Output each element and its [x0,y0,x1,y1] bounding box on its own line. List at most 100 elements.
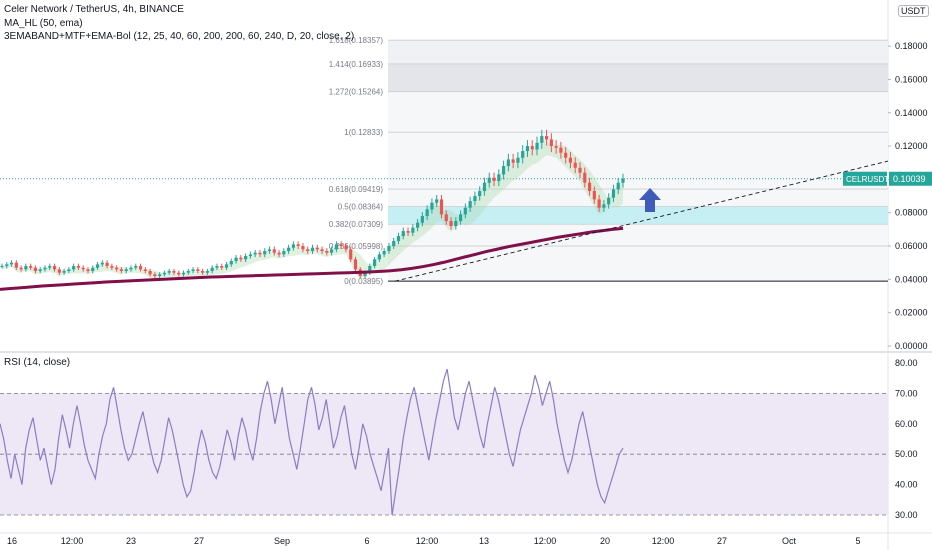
candle-body [368,266,372,273]
candle-body [134,266,138,268]
candle-body [334,244,338,250]
candle-body [411,227,415,233]
candle-body [444,214,448,222]
candle-body [487,177,491,183]
candle-body [201,271,205,273]
time-tick-label-9: 20 [600,536,610,546]
candle-body [339,244,343,247]
candle-body [210,267,214,272]
candle-body [277,252,281,255]
price-tick-label-9: 0.00000 [895,341,928,351]
candle-body [377,254,381,260]
price-tick-label-5: 0.08000 [895,208,928,218]
candle-body [554,146,558,148]
price-tick-label-0: 0.18000 [895,41,928,51]
candle-body [458,214,463,222]
candle-body [621,178,625,183]
candle-body [344,246,348,250]
currency-badge[interactable]: USDT [898,5,929,17]
candle-body [473,196,477,202]
candle-body [592,191,596,200]
rsi-title[interactable]: RSI (14, close) [4,357,71,368]
candle-body [167,271,171,273]
candle-body [406,231,410,233]
candle-body [67,269,71,272]
fib-label-3: 1(0.12833) [344,128,383,137]
candle-body [138,266,143,270]
candle-body [91,267,95,272]
candle-body [287,247,291,252]
up-arrow-icon [639,188,661,212]
candle-body [454,221,458,227]
candle-body [52,266,57,270]
candle-body [435,199,439,203]
price-tick-label-1: 0.16000 [895,74,928,84]
candle-body [511,159,515,163]
candle-body [373,259,377,267]
candle-body [501,166,506,175]
candle-body [14,262,18,268]
candle-body [611,189,616,198]
candle-body [148,271,152,275]
candle-body [186,271,190,273]
candle-body [382,251,386,255]
candle-body [115,267,119,270]
candle-body [387,246,391,252]
candle-body [248,254,252,257]
fib-zone-1618 [388,40,888,64]
candle-body [244,256,248,260]
candle-body [597,199,601,208]
candle-body [224,264,229,268]
candle-body [19,267,23,270]
candle-body [282,251,286,255]
time-tick-label-5: 6 [364,536,369,546]
price-tick-label-7: 0.04000 [895,274,928,284]
candle-body [258,252,262,255]
candle-body [124,269,128,272]
candle-body [506,159,510,167]
candle-body [196,269,200,272]
fib-label-8: 0(0.03895) [344,277,383,286]
candle-body [129,267,133,270]
fib-label-0: 1.618(0.18357) [329,36,384,45]
candle-body [234,257,238,262]
candle-body [158,274,162,277]
candle-body [100,262,104,265]
candle-body [205,271,210,273]
time-tick-label-12: Oct [782,536,797,546]
candle-body [181,272,186,275]
candle-body [353,259,358,270]
fib-label-5: 0.5(0.08364) [338,203,384,212]
time-tick-label-2: 23 [126,536,136,546]
candle-body [9,262,14,265]
candle-body [573,162,577,168]
trendline [394,160,889,282]
ema-band-indicator-label[interactable]: 3EMABAND+MTF+EMA-Bol (12, 25, 40, 60, 20… [4,31,355,42]
ticker-tag-bg [843,171,887,186]
candle-body [110,266,114,268]
candle-body [306,249,310,252]
candle-body [568,157,573,163]
price-tag-value: 0.10039 [893,174,926,184]
candle-body [521,151,525,158]
candle-body [544,136,549,140]
fib-label-2: 1.272(0.15264) [329,88,384,97]
candle-body [162,272,167,275]
candle-body [177,272,181,275]
ma-hl-indicator-label[interactable]: MA_HL (50, ema) [4,18,83,29]
candle-body [38,269,42,272]
fib-label-1: 1.414(0.16933) [329,60,384,69]
candle-body [267,249,272,252]
candle-body [239,257,243,260]
candle-body [415,222,420,228]
candle-body [24,266,28,270]
rsi-tick-label-5: 30.00 [895,510,918,520]
candle-body [497,174,501,182]
candle-body [330,249,334,253]
ma-hl-line [0,226,624,291]
fib-zone-1414 [388,63,888,92]
candle-body [602,204,606,208]
candle-body [439,199,444,215]
